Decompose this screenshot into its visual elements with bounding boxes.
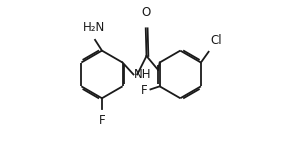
Text: F: F <box>99 114 105 127</box>
Text: Cl: Cl <box>210 34 222 47</box>
Text: NH: NH <box>134 68 152 81</box>
Text: F: F <box>141 84 147 97</box>
Text: O: O <box>142 6 151 19</box>
Text: H₂N: H₂N <box>83 21 105 34</box>
